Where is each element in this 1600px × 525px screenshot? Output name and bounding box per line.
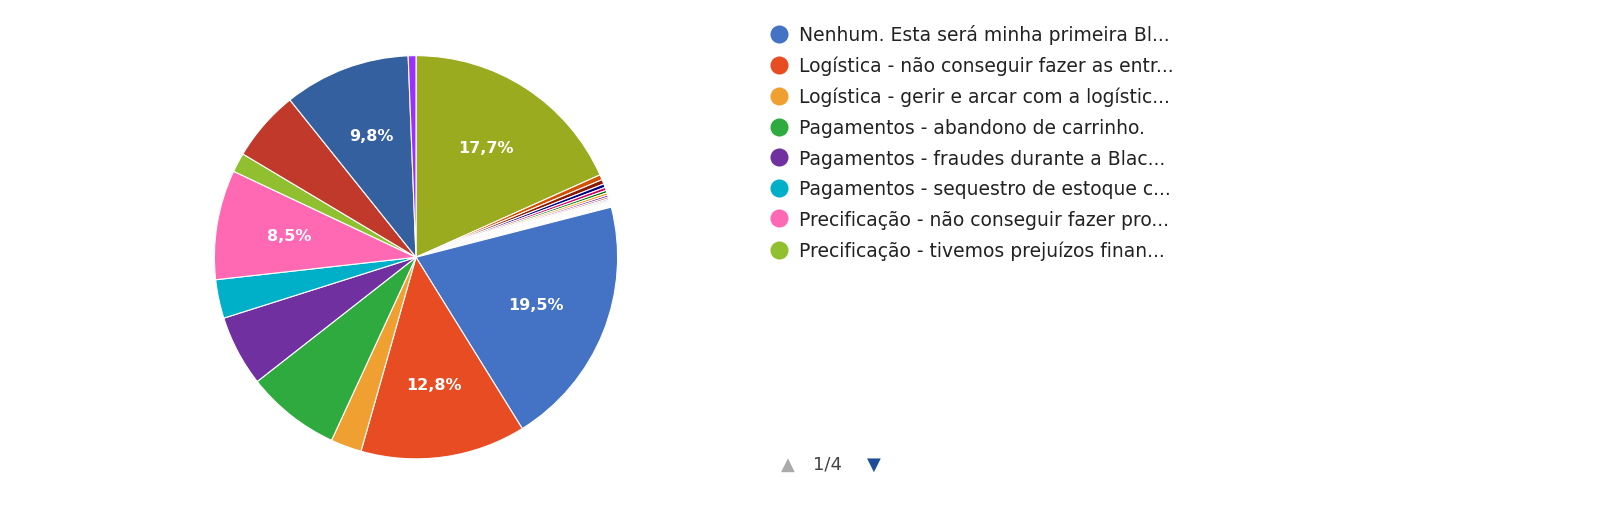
Wedge shape: [416, 56, 600, 257]
Wedge shape: [416, 205, 611, 257]
Wedge shape: [216, 257, 416, 318]
Wedge shape: [258, 257, 416, 440]
Wedge shape: [416, 203, 611, 257]
Wedge shape: [416, 206, 611, 257]
Wedge shape: [416, 175, 602, 257]
Text: 17,7%: 17,7%: [459, 141, 514, 156]
Wedge shape: [416, 193, 608, 257]
Wedge shape: [224, 257, 416, 382]
Wedge shape: [214, 171, 416, 280]
Wedge shape: [416, 206, 611, 257]
Text: ▲: ▲: [781, 456, 795, 474]
Wedge shape: [362, 257, 522, 459]
Legend: Nenhum. Esta será minha primeira Bl..., Logística - não conseguir fazer as entr.: Nenhum. Esta será minha primeira Bl..., …: [770, 25, 1174, 261]
Wedge shape: [416, 191, 606, 257]
Wedge shape: [243, 100, 416, 257]
Wedge shape: [416, 201, 610, 257]
Wedge shape: [416, 180, 603, 257]
Wedge shape: [416, 207, 618, 428]
Wedge shape: [331, 257, 416, 451]
Text: 12,8%: 12,8%: [406, 377, 462, 393]
Text: 9,8%: 9,8%: [349, 129, 394, 144]
Wedge shape: [416, 204, 611, 257]
Wedge shape: [416, 200, 610, 257]
Wedge shape: [416, 187, 606, 257]
Wedge shape: [408, 56, 416, 257]
Text: ▼: ▼: [867, 456, 882, 474]
Wedge shape: [290, 56, 416, 257]
Wedge shape: [416, 198, 610, 257]
Wedge shape: [416, 184, 605, 257]
Wedge shape: [416, 207, 611, 257]
Wedge shape: [416, 195, 608, 257]
Wedge shape: [416, 197, 610, 257]
Wedge shape: [234, 154, 416, 257]
Text: 1/4: 1/4: [813, 456, 842, 474]
Text: 8,5%: 8,5%: [267, 229, 310, 244]
Wedge shape: [416, 202, 610, 257]
Text: 19,5%: 19,5%: [507, 298, 563, 313]
